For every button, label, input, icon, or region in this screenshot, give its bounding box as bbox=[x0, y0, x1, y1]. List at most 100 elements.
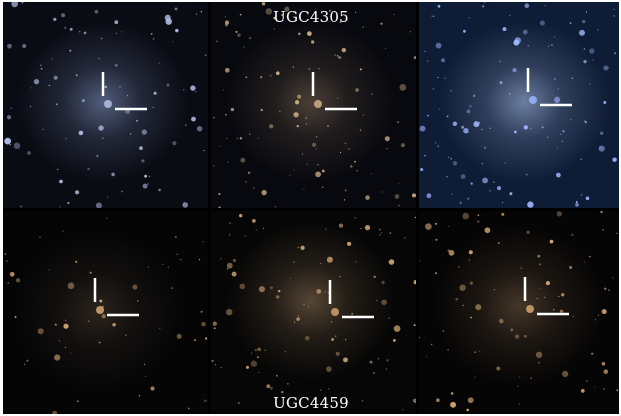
star bbox=[409, 31, 412, 33]
star bbox=[396, 120, 400, 124]
star bbox=[218, 206, 221, 208]
star bbox=[94, 9, 99, 14]
star bbox=[7, 43, 12, 49]
star bbox=[425, 356, 428, 358]
star bbox=[601, 362, 606, 366]
star bbox=[585, 196, 590, 200]
star bbox=[204, 399, 207, 403]
star bbox=[239, 13, 242, 16]
star bbox=[479, 350, 481, 352]
star bbox=[201, 321, 206, 327]
star bbox=[413, 324, 416, 327]
star bbox=[301, 153, 304, 155]
star bbox=[150, 386, 155, 391]
star bbox=[319, 262, 322, 265]
star bbox=[119, 86, 121, 88]
star bbox=[284, 350, 287, 353]
star bbox=[273, 28, 276, 30]
star bbox=[308, 68, 311, 70]
star bbox=[336, 54, 339, 57]
star bbox=[214, 364, 216, 366]
star bbox=[556, 172, 561, 178]
target-source bbox=[314, 100, 322, 108]
star bbox=[235, 30, 238, 33]
star bbox=[341, 47, 347, 53]
star bbox=[397, 182, 400, 184]
star bbox=[4, 137, 12, 145]
star bbox=[261, 189, 267, 196]
star bbox=[552, 309, 555, 311]
star bbox=[147, 183, 149, 185]
star bbox=[65, 319, 67, 321]
star bbox=[121, 31, 123, 33]
target-source bbox=[331, 308, 339, 316]
star bbox=[560, 133, 562, 135]
star bbox=[484, 227, 491, 234]
star bbox=[474, 376, 476, 378]
star bbox=[59, 179, 63, 184]
star bbox=[378, 228, 381, 231]
star bbox=[547, 45, 550, 47]
star bbox=[493, 181, 495, 183]
p1-image bbox=[3, 2, 208, 208]
star bbox=[185, 124, 187, 126]
star bbox=[240, 157, 246, 163]
star bbox=[504, 162, 506, 164]
star bbox=[292, 66, 295, 68]
star bbox=[20, 205, 23, 208]
star bbox=[489, 127, 491, 129]
star bbox=[203, 149, 205, 152]
star bbox=[604, 287, 607, 290]
star bbox=[42, 128, 44, 131]
star bbox=[343, 357, 348, 363]
star bbox=[481, 128, 483, 131]
star bbox=[614, 52, 616, 55]
star bbox=[67, 282, 75, 290]
star bbox=[400, 143, 405, 148]
star bbox=[278, 289, 281, 293]
star bbox=[257, 137, 259, 139]
star bbox=[258, 371, 260, 374]
star bbox=[373, 275, 376, 279]
star bbox=[78, 130, 84, 136]
star bbox=[435, 238, 438, 241]
star bbox=[522, 96, 524, 99]
star bbox=[603, 101, 607, 104]
star bbox=[562, 370, 569, 378]
star bbox=[63, 323, 69, 329]
star bbox=[499, 81, 503, 85]
star bbox=[257, 347, 261, 352]
star bbox=[460, 174, 466, 180]
star bbox=[355, 11, 357, 13]
star bbox=[81, 99, 85, 103]
star bbox=[343, 199, 346, 201]
star bbox=[114, 20, 119, 25]
star bbox=[245, 76, 248, 79]
star bbox=[88, 320, 90, 322]
star bbox=[459, 284, 466, 291]
star bbox=[446, 115, 449, 118]
star bbox=[452, 161, 458, 166]
star bbox=[355, 88, 359, 92]
star bbox=[334, 54, 336, 56]
star bbox=[345, 14, 347, 16]
star bbox=[153, 91, 157, 95]
star bbox=[369, 360, 373, 364]
star bbox=[62, 230, 64, 232]
star bbox=[489, 190, 491, 192]
p6-image bbox=[419, 211, 619, 414]
star bbox=[556, 147, 558, 149]
star bbox=[175, 28, 179, 33]
star bbox=[53, 75, 58, 80]
star bbox=[21, 2, 24, 4]
star bbox=[386, 359, 389, 362]
star bbox=[455, 297, 458, 301]
star bbox=[222, 89, 225, 91]
target-source bbox=[96, 306, 104, 314]
star bbox=[293, 112, 299, 118]
star bbox=[466, 109, 471, 114]
star bbox=[229, 222, 231, 224]
star bbox=[70, 352, 72, 354]
star bbox=[281, 390, 284, 394]
star bbox=[293, 11, 295, 14]
